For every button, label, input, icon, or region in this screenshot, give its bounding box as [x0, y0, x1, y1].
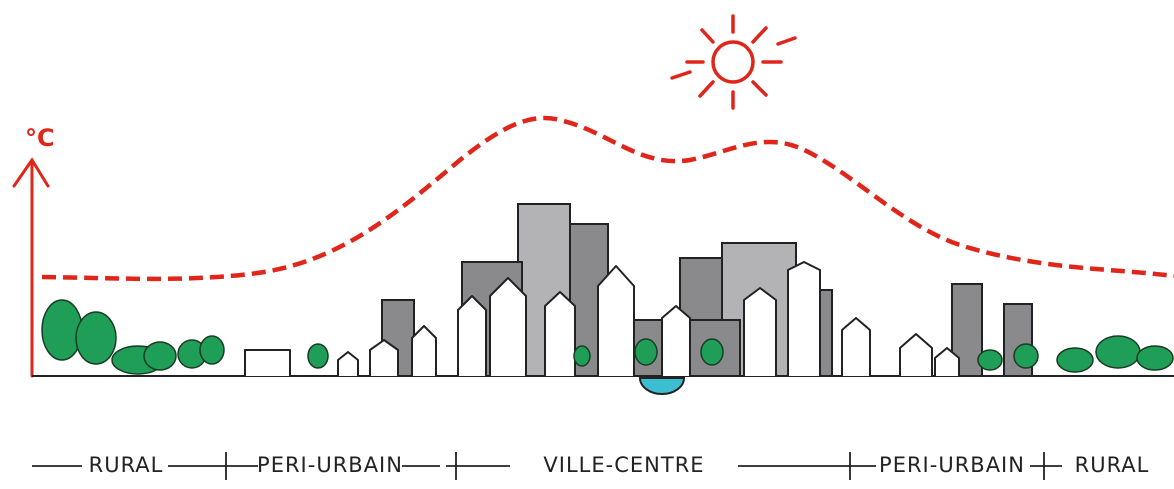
zone-label: RURAL — [89, 453, 164, 477]
zone-label: RURAL — [1075, 453, 1150, 477]
temperature-curve — [41, 115, 1174, 282]
zone-label: PERI-URBAIN — [257, 453, 403, 477]
zone-label: PERI-URBAIN — [879, 453, 1025, 477]
zone-separators — [32, 452, 1062, 480]
vegetation — [41, 299, 1174, 375]
skyline — [244, 203, 1033, 395]
temperature-axis — [12, 157, 50, 378]
axis-label: °C — [25, 124, 55, 152]
lake — [638, 377, 686, 395]
sun — [670, 14, 797, 110]
zone-label: VILLE-CENTRE — [543, 453, 704, 477]
